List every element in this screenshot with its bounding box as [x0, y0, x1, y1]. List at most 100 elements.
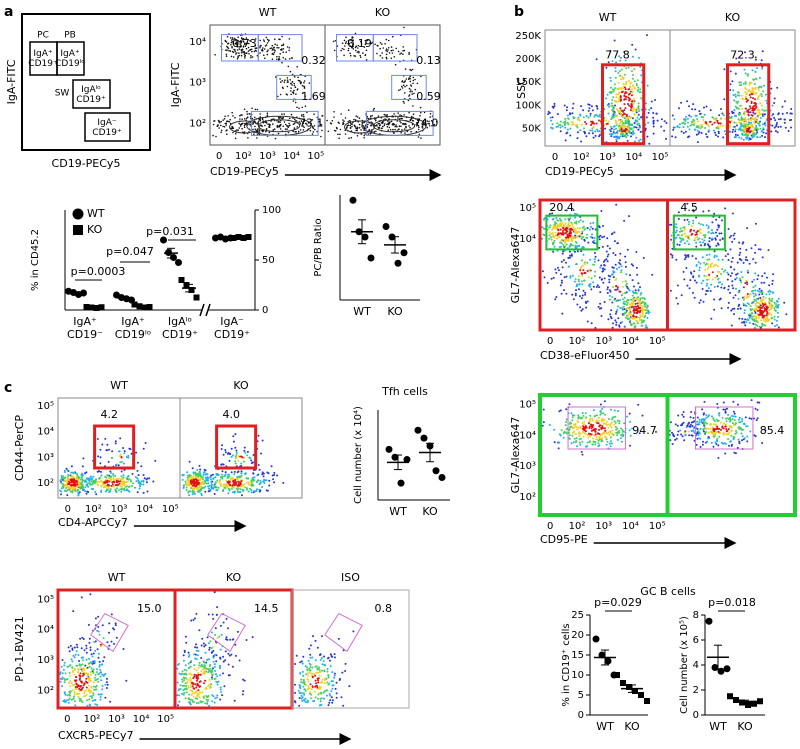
event-dot — [588, 103, 591, 106]
event-dot — [709, 245, 712, 248]
event-dot — [775, 125, 777, 128]
event-dot — [669, 421, 672, 424]
event-dot — [559, 123, 561, 126]
event-dot — [756, 289, 759, 292]
event-dot — [619, 59, 622, 62]
event-dot — [613, 83, 616, 86]
event-dot — [744, 258, 747, 261]
event-dot — [636, 79, 639, 82]
x-tick-label: 10² — [569, 521, 586, 532]
event-dot — [253, 116, 256, 119]
event-dot — [723, 68, 726, 71]
contour — [257, 119, 301, 133]
event-dot — [541, 270, 544, 273]
event-dot — [143, 477, 146, 480]
event-dot — [302, 129, 305, 131]
event-dot — [743, 437, 746, 440]
event-dot — [128, 485, 131, 488]
event-dot — [694, 233, 697, 236]
event-dot — [598, 238, 601, 241]
event-dot — [636, 89, 639, 92]
event-dot — [716, 437, 719, 440]
event-dot — [568, 250, 571, 253]
event-dot — [757, 274, 760, 277]
event-dot — [759, 304, 762, 307]
event-dot — [303, 120, 306, 122]
event-dot — [283, 81, 286, 83]
event-dot — [695, 281, 698, 284]
gate — [601, 63, 646, 146]
event-dot — [235, 53, 237, 55]
event-dot — [614, 319, 617, 322]
event-dot — [625, 67, 628, 70]
event-dot — [572, 426, 575, 429]
event-dot — [142, 480, 145, 483]
event-dot — [244, 123, 247, 126]
event-dot — [620, 437, 622, 440]
event-dot — [399, 53, 401, 55]
event-dot — [218, 127, 220, 129]
event-dot — [614, 132, 617, 135]
event-dot — [239, 114, 241, 117]
event-dot — [765, 314, 768, 317]
event-dot — [188, 460, 191, 463]
event-dot — [274, 137, 277, 140]
event-dot — [752, 258, 755, 261]
event-dot — [360, 43, 363, 45]
event-dot — [762, 127, 765, 130]
event-dot — [136, 477, 139, 480]
event-dot — [630, 313, 633, 316]
event-dot — [690, 434, 693, 437]
event-dot — [560, 429, 563, 432]
event-dot — [607, 426, 610, 429]
event-dot — [729, 70, 732, 73]
event-dot — [599, 413, 602, 416]
event-dot — [583, 271, 586, 274]
event-dot — [564, 222, 567, 225]
event-dot — [602, 422, 605, 425]
event-dot — [271, 52, 274, 55]
event-dot — [394, 63, 397, 66]
event-dot — [576, 131, 579, 134]
event-dot — [681, 233, 684, 236]
event-dot — [603, 431, 606, 434]
event-dot — [266, 50, 269, 53]
event-dot — [715, 264, 718, 267]
event-dot — [398, 118, 401, 120]
event-dot — [703, 400, 706, 403]
event-dot — [741, 124, 744, 127]
event-dot — [240, 54, 243, 57]
event-dot — [586, 300, 589, 303]
event-dot — [222, 119, 224, 121]
event-dot — [560, 225, 563, 228]
event-dot — [722, 270, 725, 273]
event-dot — [612, 286, 615, 288]
event-dot — [632, 322, 635, 325]
event-dot — [717, 444, 720, 447]
event-dot — [120, 456, 123, 459]
event-dot — [771, 322, 774, 325]
event-dot — [715, 431, 718, 434]
event-dot — [589, 222, 592, 225]
event-dot — [700, 421, 703, 424]
event-dot — [230, 471, 233, 474]
event-dot — [261, 48, 264, 51]
event-dot — [566, 233, 569, 236]
event-dot — [752, 97, 755, 100]
event-dot — [631, 90, 634, 93]
event-dot — [633, 68, 636, 71]
event-dot — [418, 133, 421, 136]
event-dot — [589, 283, 592, 286]
event-dot — [552, 106, 555, 109]
event-dot — [675, 229, 678, 232]
event-dot — [238, 52, 240, 54]
event-dot — [628, 121, 631, 124]
event-dot — [574, 244, 577, 247]
event-dot — [771, 297, 774, 300]
event-dot — [350, 39, 352, 42]
event-dot — [617, 81, 620, 84]
event-dot — [771, 104, 774, 107]
event-dot — [282, 44, 285, 46]
event-dot — [555, 271, 558, 274]
event-dot — [279, 116, 281, 118]
